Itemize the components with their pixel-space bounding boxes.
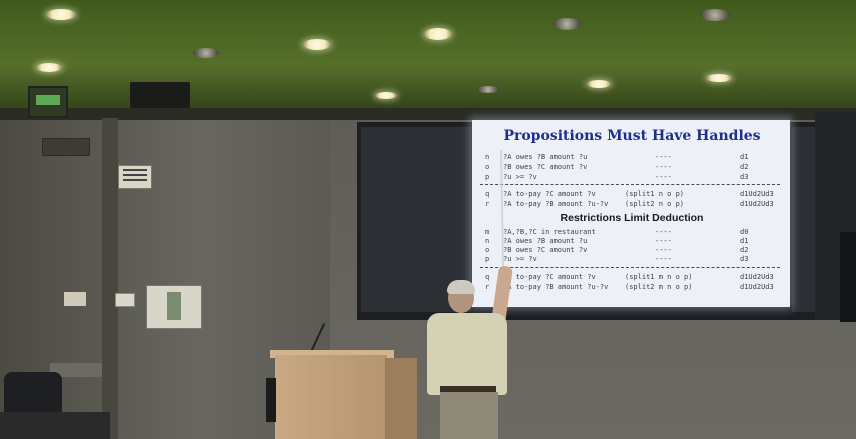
podium-box [266,378,276,422]
row-tag: d1Ud2Ud3 [740,273,774,281]
chair-base [0,412,110,439]
row-text: ?u >= ?v [503,255,537,263]
row-tag: d0 [740,228,749,236]
ceiling-light [303,39,331,50]
slide-row: p ?u >= ?v ---- d3 [485,173,785,182]
slide-row: m ?A,?B,?C in restaurant ---- d0 [485,228,785,237]
row-split: (split1 n o p) [625,190,685,198]
row-label: n [485,237,490,245]
ceiling-light [46,9,76,20]
chair [4,372,62,416]
ceiling-light [424,28,452,40]
row-label: o [485,163,490,171]
ceiling-edge [0,108,856,122]
wall-sign [118,165,152,189]
row-label: q [485,273,490,281]
slide-row: r ?A to-pay ?B amount ?u-?v (split2 n o … [485,200,785,209]
slide-row: p ?u >= ?v ---- d3 [485,255,785,264]
ceiling-light [700,9,730,21]
row-label: q [485,190,490,198]
row-tag: d1Ud2Ud3 [740,190,774,198]
speaker-belt [440,386,496,392]
row-tag: d1 [740,153,749,161]
side-desk [50,363,102,377]
speaker-legs [440,392,498,439]
slide-row: r ?A to-pay ?B amount ?u-?v (split2 m n … [485,283,785,292]
row-tag: d3 [740,255,749,263]
row-split: (split2 n o p) [625,200,685,208]
ceiling-light [706,74,732,82]
row-label: o [485,246,490,254]
row-text: ?B owes ?C amount ?v [503,246,588,254]
side-box [840,232,856,322]
speaker-body [427,313,507,395]
wall-card [64,292,86,306]
slide-subtitle: Restrictions Limit Deduction [560,212,704,224]
ceiling-light [375,92,397,99]
row-text: ?A to-pay ?B amount ?u-?v [503,283,609,291]
wall-poster [146,285,202,329]
slide-row: q ?A to-pay ?C amount ?v (split1 m n o p… [485,273,785,282]
wall-column [102,118,118,439]
row-split: (split2 m n o p) [625,283,693,291]
podium [275,355,387,439]
row-text: ?A to-pay ?C amount ?v [503,273,596,281]
row-text: ?u >= ?v [503,173,537,181]
row-label: r [485,283,490,291]
ceiling-light [587,80,611,88]
row-tag: d2 [740,163,749,171]
slide-divider [480,184,780,185]
row-text: ?A owes ?B amount ?u [503,153,588,161]
row-label: n [485,153,490,161]
row-dash: ---- [655,246,672,254]
row-tag: d2 [740,246,749,254]
row-text: ?A to-pay ?B amount ?u-?v [503,200,609,208]
speaker [130,82,190,108]
row-label: r [485,200,490,208]
row-dash: ---- [655,153,672,161]
ceiling-light [553,18,581,30]
row-dash: ---- [655,173,672,181]
ceiling-light [193,48,219,58]
row-text: ?A to-pay ?C amount ?v [503,190,596,198]
row-dash: ---- [655,255,672,263]
slide-row: n ?A owes ?B amount ?u ---- d1 [485,153,785,162]
ceiling-light [36,63,62,72]
row-label: p [485,173,490,181]
row-text: ?A,?B,?C in restaurant [503,228,596,236]
podium-side [385,358,417,439]
ceiling-light [477,86,499,93]
row-dash: ---- [655,163,672,171]
row-split: (split1 m n o p) [625,273,693,281]
slide-title: Propositions Must Have Handles [503,128,761,144]
slide-row: q ?A to-pay ?C amount ?v (split1 n o p) … [485,190,785,199]
row-tag: d1 [740,237,749,245]
slide-row: n ?A owes ?B amount ?u ---- d1 [485,237,785,246]
row-tag: d3 [740,173,749,181]
podium-top [270,350,394,358]
row-tag: d1Ud2Ud3 [740,283,774,291]
slide-row: o ?B owes ?C amount ?v ---- d2 [485,163,785,172]
row-label: m [485,228,490,236]
row-label: p [485,255,490,263]
slide-row: o ?B owes ?C amount ?v ---- d2 [485,246,785,255]
wall-vent [42,138,90,156]
projected-slide: Propositions Must Have Handles n ?A owes… [472,120,790,307]
thermostat [115,293,135,307]
row-tag: d1Ud2Ud3 [740,200,774,208]
speaker-hair [447,280,475,294]
row-text: ?B owes ?C amount ?v [503,163,588,171]
row-dash: ---- [655,228,672,236]
row-text: ?A owes ?B amount ?u [503,237,588,245]
row-dash: ---- [655,237,672,245]
slide-divider [480,267,780,268]
exit-sign [28,86,68,118]
